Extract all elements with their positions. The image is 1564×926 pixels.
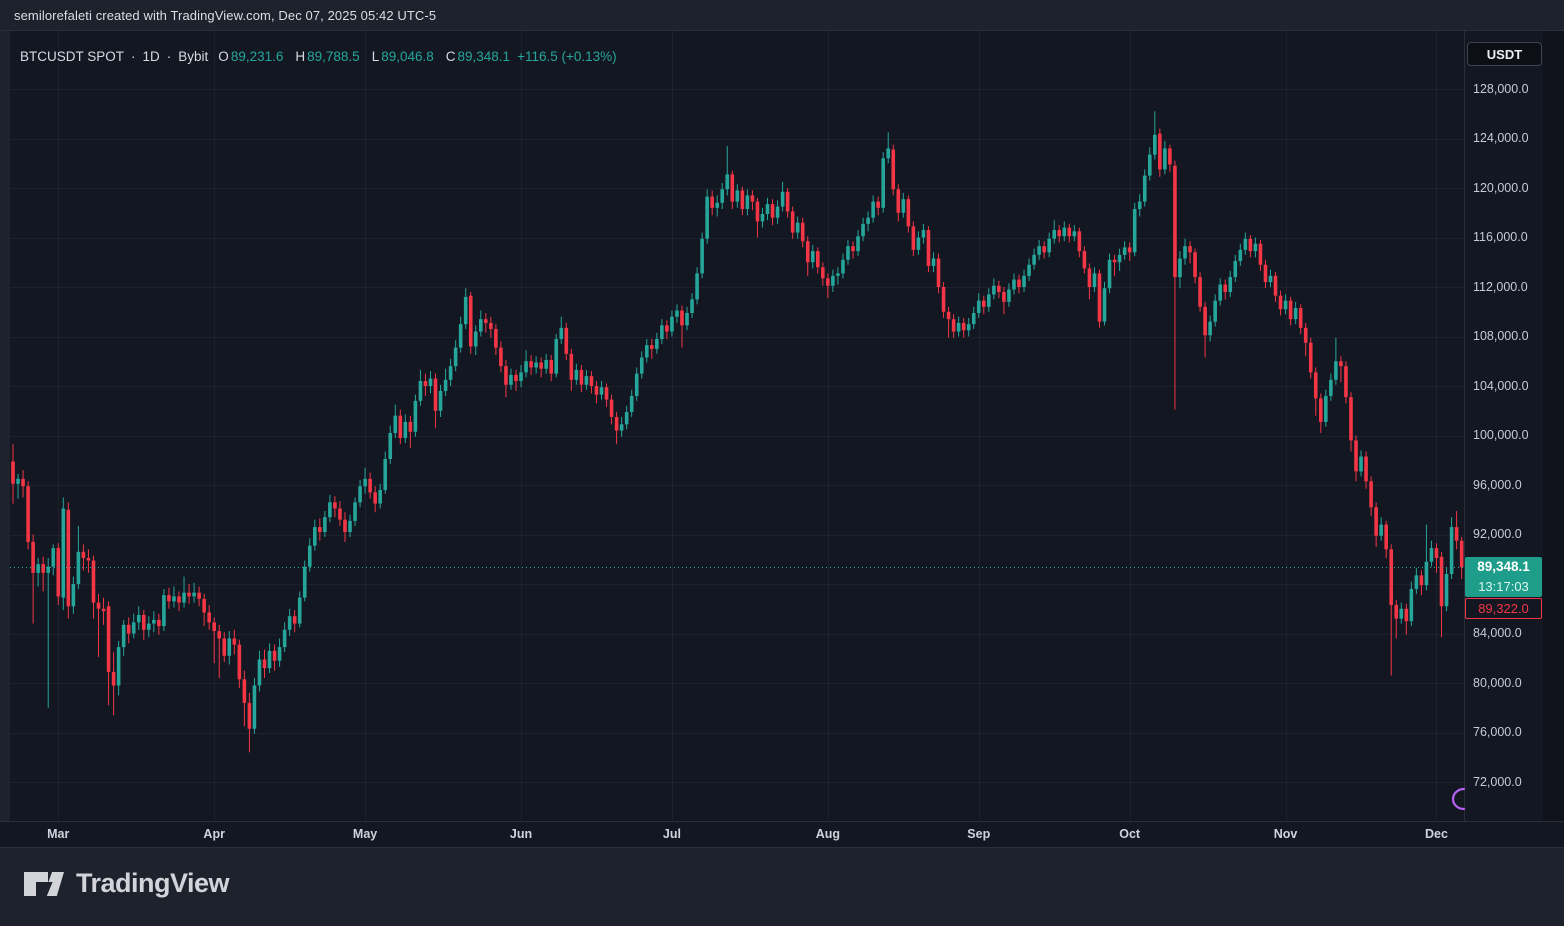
currency-toggle-button[interactable]: USDT	[1467, 42, 1542, 66]
replay-arc-icon	[1452, 787, 1466, 811]
price-tick-label: 104,000.0	[1473, 378, 1529, 393]
time-axis[interactable]: Mar Apr May Jun Jul Aug Sep Oct Nov Dec	[0, 821, 1564, 848]
legend-interval: 1D	[142, 48, 160, 64]
attribution-text: semilorefaleti created with TradingView.…	[14, 7, 437, 23]
legend-change: +116.5 (+0.13%)	[517, 48, 617, 64]
price-tick-label: 128,000.0	[1473, 81, 1529, 96]
price-tick-label: 92,000.0	[1473, 527, 1522, 541]
price-tick-label: 124,000.0	[1473, 131, 1529, 145]
prev-close-label: 89,322.0	[1465, 598, 1542, 619]
month-tick-label: Jul	[662, 827, 681, 841]
month-tick-label: Jun	[509, 827, 533, 841]
price-tick-label: 108,000.0	[1473, 329, 1529, 343]
left-gutter	[0, 31, 10, 821]
month-tick-label: Nov	[1273, 827, 1298, 841]
tradingview-logo[interactable]: TradingView	[22, 868, 230, 899]
month-tick-label: Dec	[1425, 827, 1448, 841]
price-axis[interactable]: 128,000.0 124,000.0 120,000.0 116,000.0 112,…	[1464, 31, 1543, 849]
price-tick-label: 96,000.0	[1473, 477, 1522, 492]
price-tick-label: 120,000.0	[1473, 180, 1529, 195]
month-tick-label: Sep	[967, 827, 991, 841]
symbol-legend[interactable]: BTCUSDT SPOT · 1D · Bybit O 89,231.6 H 89,7…	[20, 47, 617, 65]
month-tick-label: Oct	[1119, 827, 1141, 841]
price-tick-label: 80,000.0	[1473, 675, 1522, 690]
footer-bar: TradingView	[0, 848, 1564, 926]
price-tick-label: 84,000.0	[1473, 626, 1522, 640]
price-tick-label: 100,000.0	[1473, 428, 1529, 442]
current-price-value: 89,348.1	[1477, 559, 1530, 574]
price-tick-label: 72,000.0	[1473, 774, 1522, 789]
chart-widget: BTCUSDT SPOT · 1D · Bybit O 89,231.6 H 89,7…	[0, 30, 1564, 849]
legend-ohlc-item: O 89,231.6	[218, 48, 284, 64]
tradingview-wordmark: TradingView	[76, 868, 230, 898]
legend-ohlc-item: L 89,046.8	[371, 48, 434, 64]
month-tick-label: Apr	[203, 827, 225, 841]
month-tick-label: Aug	[815, 827, 841, 841]
legend-separator: ·	[166, 48, 172, 64]
attribution-bar: semilorefaleti created with TradingView.…	[0, 0, 1564, 30]
legend-symbol: BTCUSDT SPOT	[20, 48, 125, 64]
legend-ohlc-item: C 89,348.1	[445, 48, 511, 64]
right-margin-strip	[1543, 31, 1564, 849]
candlestick-chart[interactable]	[10, 31, 1464, 821]
legend-separator: ·	[131, 48, 136, 64]
month-tick-label: Mar	[47, 827, 70, 841]
current-price-label: 89,348.1 13:17:03	[1465, 557, 1542, 597]
legend-ohlc-values: O 89,231.6 H 89,788.5 L 89,046.8 C 89,348.1	[215, 49, 510, 64]
price-tick-label: 76,000.0	[1473, 725, 1522, 739]
price-tick-label: 116,000.0	[1473, 230, 1528, 244]
tradingview-mark-icon	[24, 871, 64, 896]
price-tick-label: 112,000.0	[1473, 279, 1528, 294]
month-tick-label: May	[352, 827, 378, 841]
legend-ohlc-item: H 89,788.5	[295, 48, 360, 64]
chart-pane[interactable]	[10, 31, 1464, 821]
legend-exchange: Bybit	[178, 48, 209, 64]
bar-countdown: 13:17:03	[1478, 579, 1529, 594]
